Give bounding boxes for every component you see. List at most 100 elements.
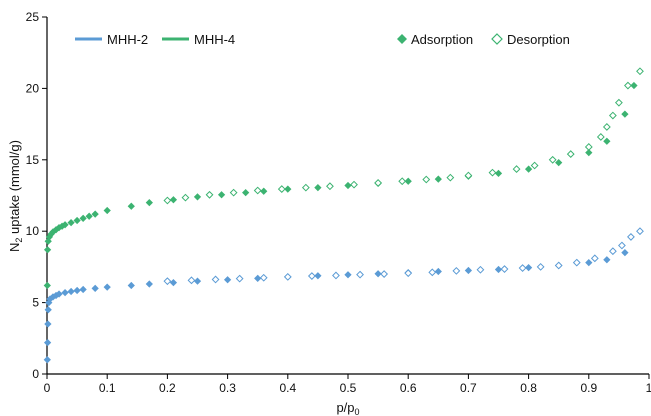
y-tick-label: 15 xyxy=(26,153,40,167)
data-point-mhh-2-desorption xyxy=(476,265,485,274)
data-point-mhh-2-adsorption xyxy=(314,272,322,280)
data-point-mhh-4-adsorption xyxy=(621,110,629,118)
data-point-mhh-4-adsorption xyxy=(494,169,503,177)
data-point-mhh-4-desorption xyxy=(422,175,431,184)
data-point-mhh-4-desorption xyxy=(253,186,262,195)
data-point-mhh-2-desorption xyxy=(590,254,599,263)
data-point-mhh-2-desorption xyxy=(618,241,626,250)
data-point-mhh-2-adsorption xyxy=(43,338,52,347)
data-point-mhh-2-adsorption xyxy=(494,265,503,274)
data-point-mhh-2-adsorption xyxy=(55,290,63,298)
x-ticks: 0 0.1 0.2 0.3 0.4 0.5 0.6 0.7 0.8 0.9 1 xyxy=(44,374,651,395)
data-point-mhh-4-desorption xyxy=(374,179,383,187)
x-tick-label: 1 xyxy=(646,381,651,395)
data-point-mhh-4-desorption xyxy=(584,143,593,151)
data-point-mhh-4-desorption xyxy=(636,67,644,76)
data-point-mhh-2-adsorption xyxy=(193,277,202,285)
x-tick-label: 0.3 xyxy=(219,381,236,395)
data-point-mhh-4-desorption xyxy=(602,123,611,131)
data-point-mhh-2-adsorption xyxy=(524,263,533,272)
data-point-mhh-4-adsorption xyxy=(73,216,81,225)
data-point-mhh-4-desorption xyxy=(301,183,310,192)
data-point-mhh-2-adsorption xyxy=(621,248,629,257)
data-point-mhh-2-desorption xyxy=(518,264,527,272)
data-point-mhh-4-adsorption xyxy=(242,189,250,197)
y-tick-label: 0 xyxy=(32,367,39,381)
data-point-mhh-4-desorption xyxy=(488,168,497,177)
y-tick-label: 10 xyxy=(26,224,40,238)
y-tick-label: 25 xyxy=(26,10,40,24)
data-point-mhh-2-adsorption xyxy=(91,284,99,292)
data-point-mhh-4-desorption xyxy=(350,180,358,189)
data-point-mhh-2-desorption xyxy=(452,266,461,275)
data-point-mhh-4-adsorption xyxy=(555,159,563,167)
legend-filled-diamond-icon xyxy=(397,34,407,44)
y-tick-label: 5 xyxy=(32,296,39,310)
data-point-mhh-2-desorption xyxy=(380,270,389,278)
data-point-mhh-4-desorption xyxy=(326,182,334,191)
data-point-mhh-4-desorption xyxy=(163,196,172,205)
data-point-mhh-4-adsorption xyxy=(260,187,268,195)
data-point-mhh-2-adsorption xyxy=(61,288,69,297)
data-point-mhh-2-desorption xyxy=(259,273,268,282)
data-point-mhh-2-desorption xyxy=(211,275,220,284)
y-axis-title: N2 uptake (mmol/g) xyxy=(7,140,24,252)
data-point-mhh-4-desorption xyxy=(229,188,238,197)
data-point-mhh-4-desorption xyxy=(512,165,521,173)
data-point-mhh-2-adsorption xyxy=(44,306,52,314)
data-point-mhh-2-adsorption xyxy=(67,287,75,296)
x-tick-label: 0.1 xyxy=(99,381,116,395)
data-point-mhh-4-adsorption xyxy=(91,210,99,218)
data-point-mhh-4-desorption xyxy=(464,171,473,180)
x-tick-label: 0.5 xyxy=(340,381,357,395)
data-point-mhh-4-adsorption xyxy=(169,196,178,204)
data-point-mhh-4-desorption xyxy=(614,98,623,107)
data-point-mhh-2-desorption xyxy=(332,271,340,280)
data-point-mhh-4-desorption xyxy=(548,155,557,164)
data-point-mhh-4-adsorption xyxy=(145,199,153,207)
data-point-mhh-2-desorption xyxy=(536,262,545,271)
data-point-mhh-4-adsorption xyxy=(193,193,202,201)
data-point-mhh-4-adsorption xyxy=(85,212,93,220)
data-point-mhh-2-desorption xyxy=(307,272,316,280)
data-point-mhh-4-adsorption xyxy=(404,177,412,185)
x-tick-label: 0.9 xyxy=(580,381,597,395)
data-point-mhh-2-adsorption xyxy=(374,270,382,278)
data-point-mhh-4-adsorption xyxy=(434,175,442,183)
data-point-mhh-4-desorption xyxy=(398,177,407,186)
legend: MHH-2 MHH-4 Adsorption Desorption xyxy=(75,32,570,47)
legend-label-desorption: Desorption xyxy=(507,32,570,47)
data-point-mhh-4-adsorption xyxy=(630,81,638,90)
data-point-mhh-2-desorption xyxy=(500,265,509,273)
data-point-mhh-4-adsorption xyxy=(43,281,51,290)
data-point-mhh-2-desorption xyxy=(283,272,292,281)
data-point-mhh-2-adsorption xyxy=(79,285,87,294)
data-point-mhh-2-adsorption xyxy=(169,278,178,287)
x-tick-label: 0.7 xyxy=(460,381,477,395)
data-point-mhh-4-desorption xyxy=(596,133,605,141)
legend-label-adsorption: Adsorption xyxy=(411,32,473,47)
data-point-mhh-4-adsorption xyxy=(79,214,87,222)
data-point-mhh-2-desorption xyxy=(235,274,244,283)
data-point-mhh-4-desorption xyxy=(624,81,632,90)
data-point-mhh-2-adsorption xyxy=(434,267,442,276)
data-point-mhh-4-adsorption xyxy=(284,185,292,193)
data-point-mhh-2-adsorption xyxy=(344,271,352,279)
y-ticks: 0 5 10 15 20 25 xyxy=(26,10,47,381)
data-point-mhh-2-adsorption xyxy=(73,286,81,295)
data-point-mhh-4-desorption xyxy=(530,161,539,170)
data-point-mhh-2-adsorption xyxy=(223,276,232,284)
data-point-mhh-2-desorption xyxy=(404,269,413,278)
legend-label-mhh-2: MHH-2 xyxy=(107,32,148,47)
data-point-mhh-4-desorption xyxy=(277,185,286,193)
data-point-mhh-2-adsorption xyxy=(603,256,611,264)
x-tick-label: 0.4 xyxy=(279,381,296,395)
data-point-mhh-4-adsorption xyxy=(43,246,52,254)
data-point-mhh-2-desorption xyxy=(356,270,364,279)
data-point-mhh-2-adsorption xyxy=(127,281,135,290)
data-point-mhh-2-adsorption xyxy=(254,274,262,282)
data-point-mhh-4-adsorption xyxy=(314,184,322,192)
data-point-mhh-4-adsorption xyxy=(217,191,226,199)
data-point-mhh-2-desorption xyxy=(636,227,644,236)
data-point-mhh-4-adsorption xyxy=(67,219,75,227)
